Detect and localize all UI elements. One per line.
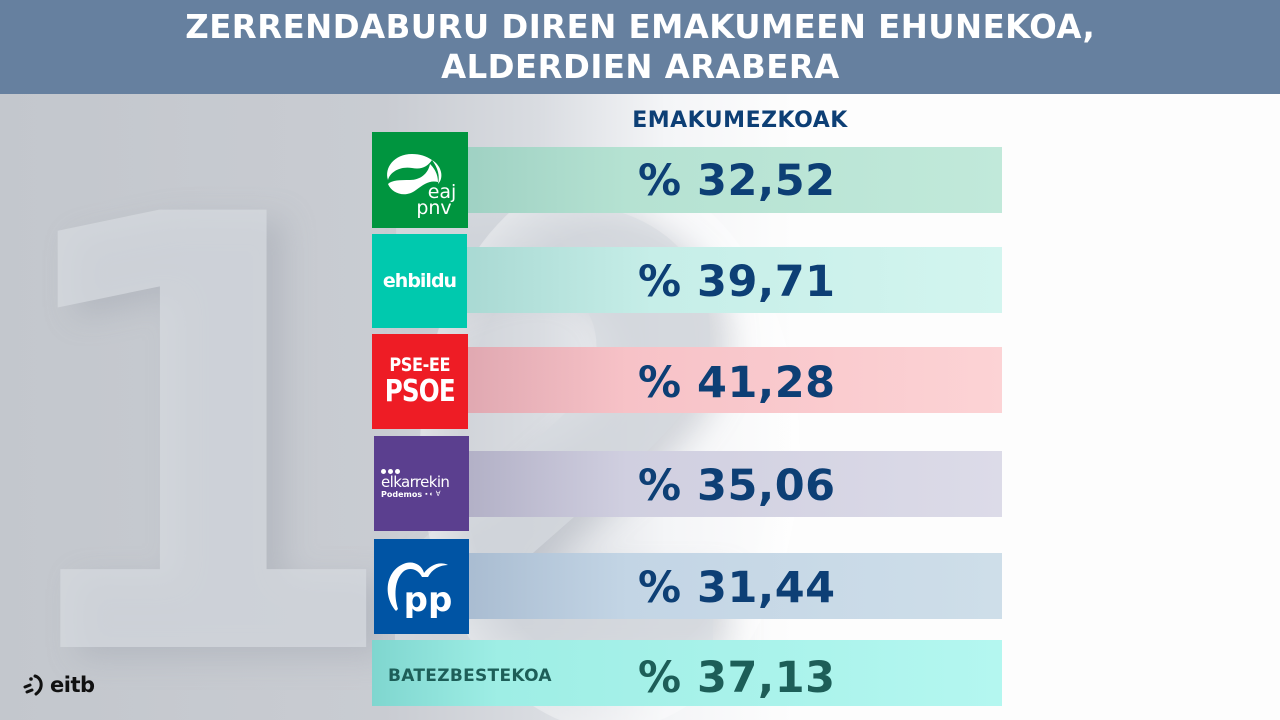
value-label: % 31,44 bbox=[638, 563, 836, 613]
party-logo-eh-bildu: ehbildu bbox=[372, 234, 467, 328]
eaj-pnv-emblem-icon: eaj pnv bbox=[387, 154, 457, 219]
value-bar bbox=[466, 347, 1002, 413]
value-bar bbox=[466, 553, 1002, 619]
psoe-logo-top: PSE-EE bbox=[389, 354, 451, 376]
page-title-line1: ZERRENDABURU DIREN EMAKUMEEN EHUNEKOA, bbox=[185, 7, 1095, 46]
party-logo-eaj-pnv: eaj pnv bbox=[372, 132, 468, 228]
average-label: BATEZBESTEKOA bbox=[388, 666, 552, 686]
average-value-label: % 37,13 bbox=[638, 653, 836, 703]
eitb-symbol-icon bbox=[23, 674, 43, 696]
svg-text:pnv: pnv bbox=[416, 197, 451, 219]
party-logo-pp: pp bbox=[374, 539, 469, 634]
value-bar bbox=[466, 147, 1002, 213]
eitb-logo-text: eitb bbox=[50, 673, 95, 697]
ehbildu-logo-text: ehbildu bbox=[382, 270, 457, 292]
value-bar bbox=[466, 451, 1002, 517]
party-logo-pse-psoe: PSE-EE PSOE bbox=[372, 334, 468, 429]
pp-seagull-logo-icon: pp bbox=[387, 562, 453, 620]
average-bar bbox=[372, 640, 1002, 706]
background-number-decoration: 12 bbox=[0, 90, 765, 720]
elkarrekin-logo-text: elkarrekin bbox=[381, 472, 450, 491]
three-dots-icon bbox=[381, 468, 400, 474]
podemos-logo-text: Podemos bbox=[381, 489, 423, 499]
value-bar bbox=[466, 247, 1002, 313]
column-header: EMAKUMEZKOAK bbox=[632, 108, 848, 133]
eitb-logo: eitb bbox=[22, 672, 95, 698]
title-banner: ZERRENDABURU DIREN EMAKUMEEN EHUNEKOA, A… bbox=[0, 0, 1280, 94]
coalition-marks-icon: ▪ ◐ ∀ bbox=[425, 491, 441, 498]
psoe-logo-bottom: PSOE bbox=[384, 374, 456, 409]
page-title-line2: ALDERDIEN ARABERA bbox=[440, 47, 840, 86]
svg-text:eaj: eaj bbox=[428, 181, 457, 203]
value-label: % 32,52 bbox=[638, 156, 836, 206]
value-label: % 35,06 bbox=[638, 461, 836, 511]
value-label: % 39,71 bbox=[638, 257, 836, 307]
value-label: % 41,28 bbox=[638, 358, 836, 408]
svg-text:pp: pp bbox=[404, 580, 453, 620]
party-logo-elkarrekin-podemos: elkarrekin Podemos ▪ ◐ ∀ bbox=[374, 436, 469, 531]
